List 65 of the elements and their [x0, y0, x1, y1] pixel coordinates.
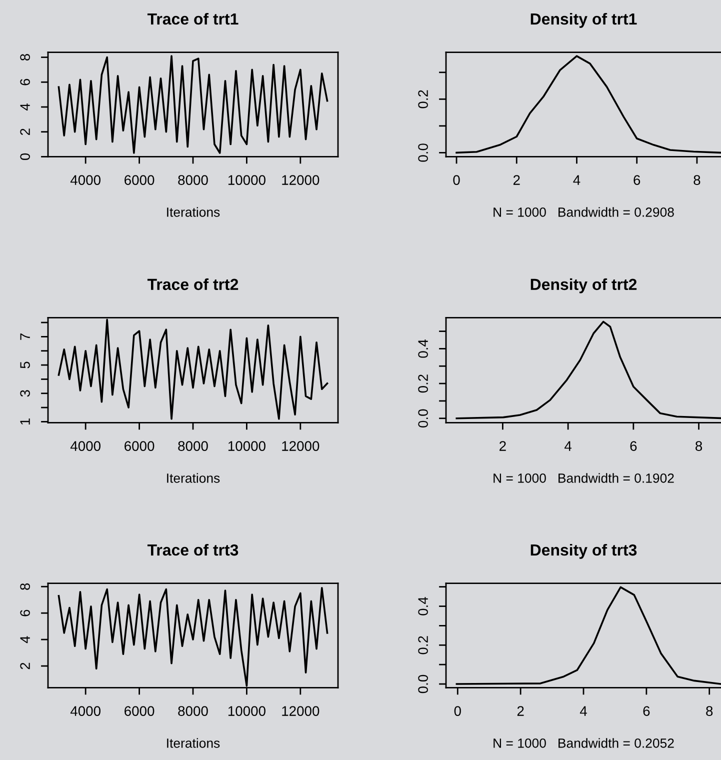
chart-title: Density of trt2 [530, 278, 637, 294]
x-tick-label: 10000 [228, 441, 266, 451]
x-tick-label: 6000 [124, 441, 154, 451]
y-tick-label: 0.0 [418, 144, 428, 162]
x-tick-label: 2 [517, 706, 524, 716]
x-tick-label: 6 [643, 706, 650, 716]
x-tick-label: 8 [694, 175, 700, 185]
y-tick-label: 8 [20, 54, 30, 61]
x-tick-label: 8 [696, 441, 702, 451]
x-axis-title: Iterations [167, 207, 220, 217]
y-tick-label: 0.2 [418, 90, 428, 108]
y-tick-label: 1 [20, 418, 30, 425]
x-tick-label: 12000 [282, 441, 320, 451]
y-tick-label: 2 [20, 662, 30, 670]
line-series [456, 320, 721, 420]
y-tick-label: 0.2 [418, 374, 428, 393]
x-tick-label: 2 [513, 175, 520, 185]
x-tick-label: 4000 [70, 175, 100, 185]
x-tick-label: 4 [580, 706, 587, 716]
x-tick-label: 8 [706, 706, 713, 716]
x-tick-label: 8000 [178, 706, 208, 716]
line-series [58, 55, 328, 154]
y-tick-label: 7 [20, 334, 30, 340]
y-tick-label: 0.4 [418, 596, 428, 616]
y-tick-label: 0.0 [418, 674, 428, 694]
y-tick-label: 5 [20, 362, 30, 368]
x-tick-label: 10000 [228, 706, 266, 716]
x-axis-title: N = 1000 Bandwidth = 0.2052 [494, 738, 674, 748]
line-series [456, 55, 721, 154]
x-axis-title: Iterations [167, 738, 220, 748]
x-tick-label: 2 [500, 441, 506, 451]
y-tick-label: 0.0 [418, 409, 428, 428]
x-axis-title: N = 1000 Bandwidth = 0.2908 [494, 207, 674, 217]
x-tick-label: 10000 [228, 175, 266, 185]
y-tick-label: 8 [20, 583, 30, 590]
y-tick-label: 0.2 [418, 636, 428, 654]
x-tick-label: 6000 [124, 175, 154, 185]
x-tick-label: 4000 [70, 706, 100, 716]
chart-title: Trace of trt3 [147, 544, 238, 556]
x-tick-label: 4 [564, 441, 572, 451]
y-tick-label: 0.4 [418, 339, 428, 358]
x-axis-title: N = 1000 Bandwidth = 0.1902 [494, 473, 674, 483]
chart-title: Trace of trt1 [147, 12, 238, 25]
y-tick-label: 0 [20, 153, 30, 160]
x-tick-label: 6 [634, 175, 640, 185]
x-tick-label: 12000 [282, 175, 320, 185]
y-tick-label: 4 [20, 104, 30, 111]
x-tick-label: 4 [573, 175, 580, 185]
x-tick-label: 4000 [70, 441, 100, 451]
x-axis-title: Iterations [167, 473, 220, 483]
x-tick-label: 0 [454, 706, 461, 716]
x-tick-label: 0 [453, 175, 460, 185]
x-tick-label: 6 [630, 441, 637, 451]
x-tick-label: 8000 [178, 175, 208, 185]
x-tick-label: 8000 [178, 441, 208, 451]
x-tick-label: 6000 [124, 706, 154, 716]
y-tick-label: 6 [20, 610, 30, 616]
chart-title: Density of trt1 [530, 12, 637, 28]
y-tick-label: 4 [20, 636, 30, 644]
y-tick-label: 2 [20, 128, 30, 136]
chart-title: Trace of trt2 [147, 278, 238, 290]
y-tick-label: 6 [20, 78, 30, 86]
x-tick-label: 12000 [282, 706, 320, 716]
chart-title: Density of trt3 [530, 544, 637, 559]
y-tick-label: 3 [20, 390, 30, 397]
